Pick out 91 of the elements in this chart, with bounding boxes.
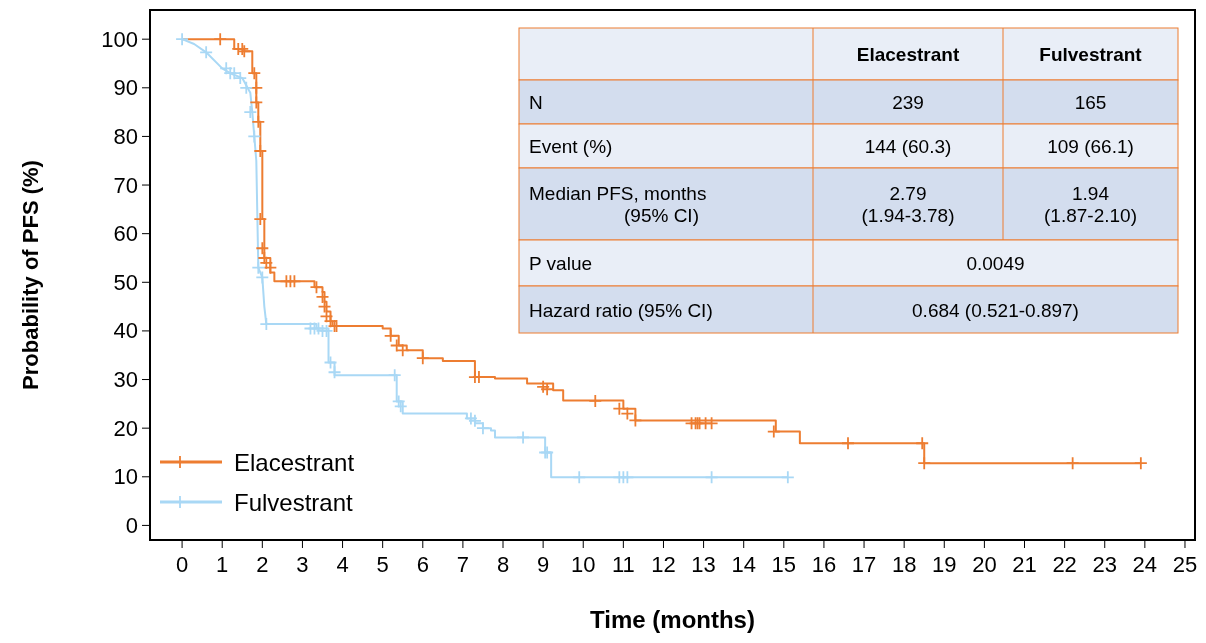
x-tick-label: 9 (537, 551, 550, 577)
point (416, 352, 429, 365)
annotation: P value (529, 252, 593, 274)
y-tick-label: 60 (113, 221, 138, 247)
x-tick-label: 3 (296, 551, 309, 577)
x-tick-label: 11 (611, 551, 635, 577)
point (200, 46, 213, 59)
x-tick-label: 19 (932, 551, 957, 577)
x-tick-label: 20 (972, 551, 997, 577)
x-tick-label: 17 (851, 551, 877, 577)
point (1134, 457, 1147, 470)
point (244, 106, 257, 119)
y-axis-title: Probability of PFS (%) (17, 160, 43, 390)
point (176, 33, 189, 46)
point (240, 81, 253, 94)
x-tick-label: 0 (175, 551, 189, 577)
point (384, 329, 397, 342)
legend-label: Fulvestrant (234, 488, 354, 516)
x-tick-label: 13 (691, 551, 716, 577)
point (234, 72, 247, 85)
x-tick-label: 24 (1132, 551, 1158, 577)
x-axis-title: Time (months) (590, 606, 755, 633)
y-tick-label: 70 (113, 172, 138, 198)
x-tick-label: 23 (1092, 551, 1117, 577)
x-tick-label: 5 (376, 551, 389, 577)
x-tick-label: 12 (651, 551, 676, 577)
point (248, 67, 261, 80)
annotation: 0.684 (0.521-0.897) (912, 299, 1079, 320)
y-tick-label: 100 (101, 26, 138, 52)
annotation: 0.0049 (966, 252, 1025, 274)
point (629, 414, 642, 427)
point (573, 471, 586, 484)
annotation: 1.94 (1.87-2.10) (1044, 182, 1137, 226)
point (214, 33, 227, 46)
x-tick-label: 22 (1052, 551, 1077, 577)
point (264, 261, 277, 274)
point (468, 414, 481, 427)
point (254, 145, 267, 158)
x-tick-label: 14 (731, 551, 756, 577)
point (250, 81, 263, 94)
y-tick-label: 10 (113, 464, 138, 490)
annotation: Median PFS, months (95% CI) (529, 182, 707, 226)
annotation: 165 (1074, 91, 1107, 113)
point (396, 344, 409, 357)
legend-label: Elacestrant (234, 448, 355, 476)
y-tick-label: 30 (113, 367, 138, 393)
point (252, 261, 265, 274)
y-tick-label: 80 (113, 123, 138, 149)
x-tick-label: 15 (771, 551, 797, 577)
y-tick-label: 20 (113, 415, 138, 441)
annotation: 239 (892, 91, 924, 113)
x-tick-label: 8 (496, 551, 510, 577)
point (252, 115, 265, 128)
x-tick-label: 6 (416, 551, 429, 577)
point (476, 422, 489, 435)
point (589, 394, 602, 407)
point (918, 457, 931, 470)
x-tick-label: 21 (1012, 551, 1037, 577)
annotation: 144 (60.3) (864, 135, 952, 157)
point (541, 383, 554, 396)
annotation: 2.79 (1.94-3.78) (861, 182, 955, 226)
annotation: Hazard ratio (95% CI) (529, 299, 713, 320)
x-tick-label: 1 (216, 551, 229, 577)
point (388, 369, 401, 382)
point (394, 400, 407, 413)
y-tick-label: 40 (113, 318, 138, 344)
annotation: N (529, 91, 543, 113)
x-tick-label: 4 (336, 551, 349, 577)
point (613, 402, 626, 415)
point (781, 471, 794, 484)
x-tick-label: 10 (571, 551, 596, 577)
point (254, 213, 267, 226)
point (705, 417, 718, 430)
point (842, 437, 854, 450)
annotation: 109 (66.1) (1047, 135, 1134, 157)
y-tick-label: 50 (113, 269, 138, 295)
point (705, 471, 718, 484)
x-tick-label: 7 (456, 551, 470, 577)
point (916, 437, 929, 450)
annotation: Fulvestrant (1039, 43, 1143, 65)
point (250, 96, 263, 109)
annotation: Event (%) (529, 135, 613, 157)
x-tick-label: 16 (811, 551, 837, 577)
y-tick-label: 0 (125, 512, 138, 538)
point (256, 242, 269, 255)
x-tick-label: 25 (1172, 551, 1198, 577)
x-tick-label: 2 (256, 551, 269, 577)
x-tick-label: 18 (891, 551, 917, 577)
annotation: Elacestrant (856, 43, 960, 65)
y-tick-label: 90 (113, 75, 138, 101)
point (1066, 457, 1079, 470)
